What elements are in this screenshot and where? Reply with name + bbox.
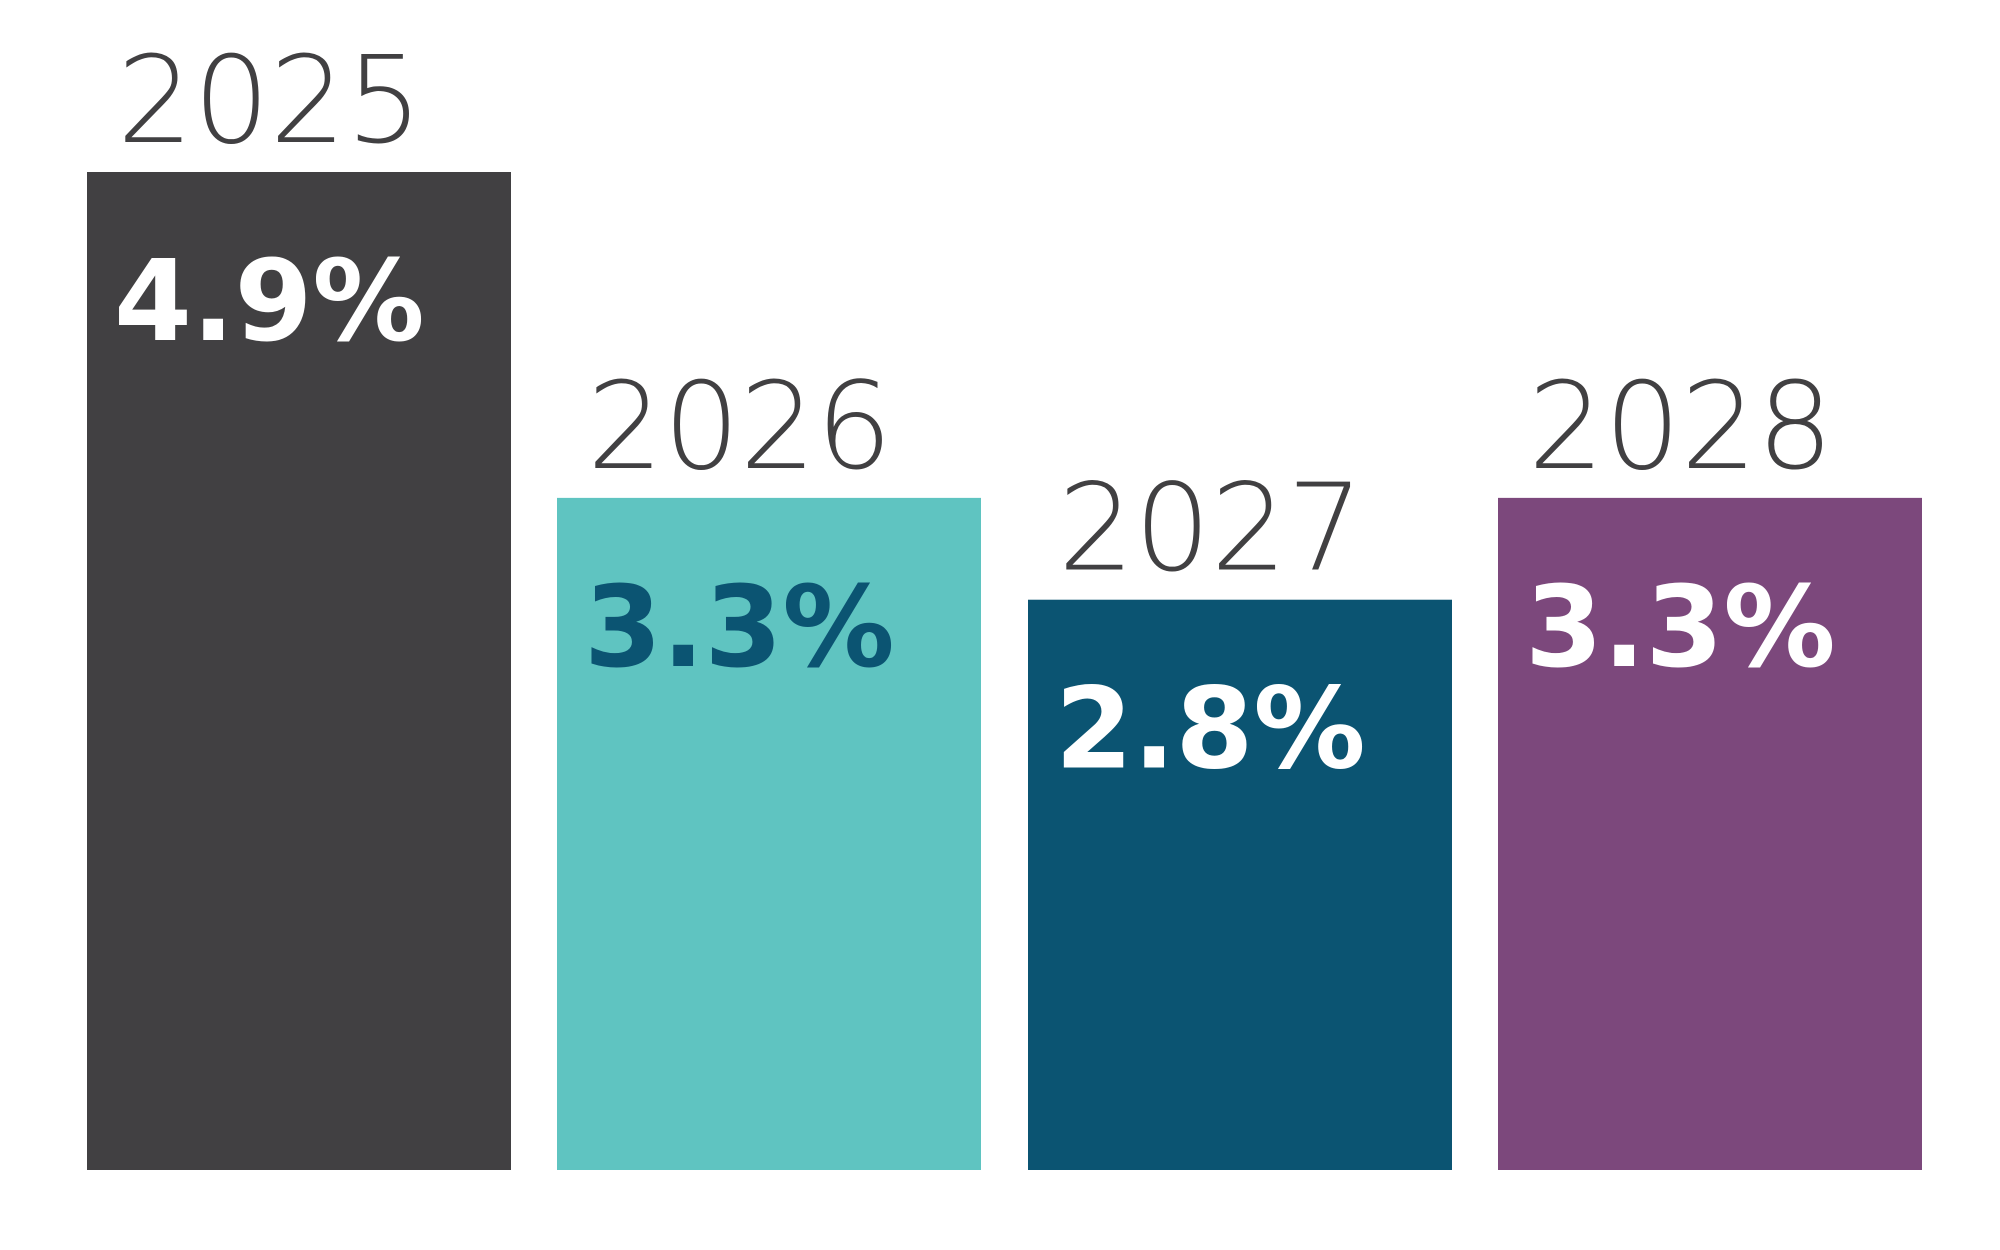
bar-2026: [557, 497, 981, 1170]
category-label-2026: 2026: [587, 358, 892, 497]
value-label-2026: 3.3%: [584, 563, 895, 693]
category-label-2025: 2025: [117, 32, 422, 171]
bar-2028: [1498, 497, 1922, 1170]
category-label-2028: 2028: [1528, 358, 1833, 497]
value-label-2025: 4.9%: [114, 237, 425, 367]
value-label-2027: 2.8%: [1055, 665, 1366, 795]
bar-2027: [1028, 599, 1452, 1170]
value-label-2028: 3.3%: [1525, 563, 1836, 693]
bar-2025: [87, 172, 511, 1170]
category-label-2027: 2027: [1058, 460, 1363, 599]
